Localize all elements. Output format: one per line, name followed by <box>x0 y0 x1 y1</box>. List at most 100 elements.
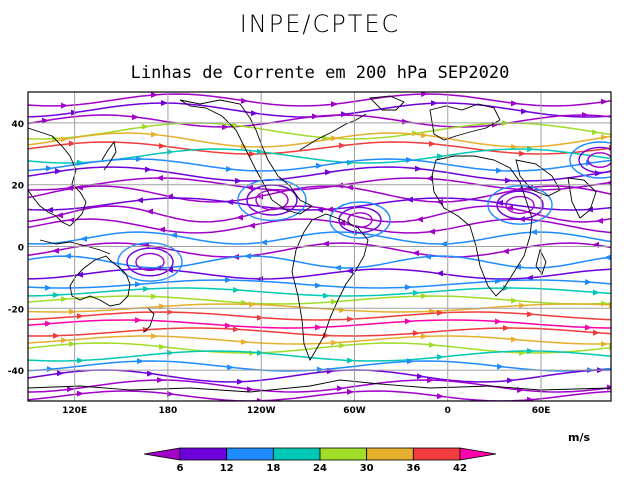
flow-arrow <box>251 110 258 117</box>
flow-arrow <box>68 216 75 223</box>
flow-arrow <box>601 300 608 307</box>
flow-arrow <box>412 250 419 257</box>
flow-arrow <box>421 333 428 340</box>
flow-arrow <box>511 336 518 343</box>
flow-arrow <box>521 108 528 115</box>
flow-arrow <box>339 342 346 349</box>
flow-arrow <box>57 370 64 377</box>
vortex-streamline <box>496 190 544 220</box>
flow-arrow <box>593 289 600 296</box>
vortex-streamline <box>505 195 535 215</box>
vortex-streamline <box>135 252 165 272</box>
flow-arrow <box>511 297 518 304</box>
flow-arrow <box>67 386 74 393</box>
source-title: INPE/CPTEC <box>239 10 401 38</box>
streamline <box>28 231 611 245</box>
vortex-streamline <box>587 152 611 168</box>
flow-arrow <box>315 282 322 289</box>
flow-arrow <box>316 162 323 169</box>
map-title: Linhas de Corrente em 200 hPa SEP2020 <box>130 63 510 83</box>
flow-arrow <box>334 264 341 271</box>
flow-arrow <box>346 184 353 191</box>
flow-arrow <box>331 339 338 346</box>
vortex-streamline <box>578 146 611 174</box>
flow-arrow <box>147 370 154 377</box>
flow-arrow <box>136 156 143 163</box>
streamline <box>28 166 611 182</box>
coast-arabia <box>515 159 561 197</box>
streamline <box>28 255 611 269</box>
lat-tick-label: 20 <box>11 182 24 192</box>
flow-arrow <box>77 390 84 397</box>
flow-arrow <box>429 140 436 147</box>
lat-tick-label: -20 <box>8 305 24 315</box>
lon-tick-label: 60W <box>343 406 366 416</box>
flow-arrow <box>406 196 413 203</box>
colorbar-box <box>412 447 461 461</box>
flow-arrow <box>507 377 514 384</box>
streamline <box>28 350 611 362</box>
flow-arrow <box>64 253 71 260</box>
flow-arrow <box>56 212 63 219</box>
flow-arrow <box>53 291 60 298</box>
flow-arrow <box>616 266 623 272</box>
vortex-streamline <box>329 201 391 239</box>
lon-tick-label: 180 <box>159 406 178 416</box>
flow-arrow <box>52 135 59 142</box>
streamline <box>28 114 611 128</box>
coast-greenland <box>369 95 405 111</box>
flow-arrow <box>585 279 592 286</box>
streamlines <box>28 92 623 401</box>
flow-arrow <box>145 166 152 173</box>
flow-arrow <box>582 112 589 119</box>
flow-arrow <box>611 113 618 119</box>
flow-arrow <box>527 146 534 153</box>
flow-arrow <box>416 216 423 223</box>
flow-arrow <box>233 326 240 333</box>
coast-asia <box>28 127 87 227</box>
color-bar: 6 12 18 24 30 36 42 <box>143 447 497 474</box>
flow-arrow <box>527 348 534 355</box>
flow-arrow <box>511 100 518 107</box>
flow-arrow <box>249 301 256 308</box>
lat-lon-grid <box>28 92 611 401</box>
coast-south-america <box>291 213 369 362</box>
flow-arrow <box>337 385 344 392</box>
coast-indonesia <box>39 239 111 255</box>
flow-arrow <box>609 144 611 151</box>
colorbar-label: 42 <box>453 463 467 474</box>
coast-north-america-east <box>299 113 367 151</box>
flow-arrow <box>241 97 248 104</box>
flow-arrow <box>506 204 513 211</box>
flow-arrow <box>61 136 68 143</box>
flow-arrow <box>331 298 338 305</box>
flow-arrow <box>428 228 435 235</box>
colorbar-box <box>226 447 274 461</box>
flow-arrow <box>76 271 83 278</box>
flow-arrow <box>170 232 177 239</box>
flow-arrow <box>609 302 611 309</box>
flow-arrow <box>241 338 248 345</box>
flow-arrow <box>137 358 144 365</box>
flow-arrow <box>246 184 253 191</box>
flow-arrow <box>132 114 139 121</box>
flow-arrow <box>248 222 255 229</box>
flow-arrow <box>427 377 434 384</box>
colorbar-label: 30 <box>360 463 374 474</box>
flow-arrow <box>47 366 54 373</box>
flow-arrow <box>232 122 239 129</box>
flow-arrow <box>257 397 264 401</box>
colorbar-label: 36 <box>406 463 420 474</box>
flow-arrow <box>142 123 149 130</box>
flow-arrow <box>69 140 76 147</box>
flow-arrow <box>249 150 256 157</box>
coast-africa <box>431 155 533 297</box>
flow-arrow <box>347 357 354 364</box>
flow-arrow <box>46 165 53 172</box>
flow-arrow <box>257 314 264 321</box>
flow-arrow <box>69 308 76 315</box>
streamline <box>28 311 611 321</box>
flow-arrow <box>167 148 174 155</box>
flow-arrow <box>331 135 338 142</box>
